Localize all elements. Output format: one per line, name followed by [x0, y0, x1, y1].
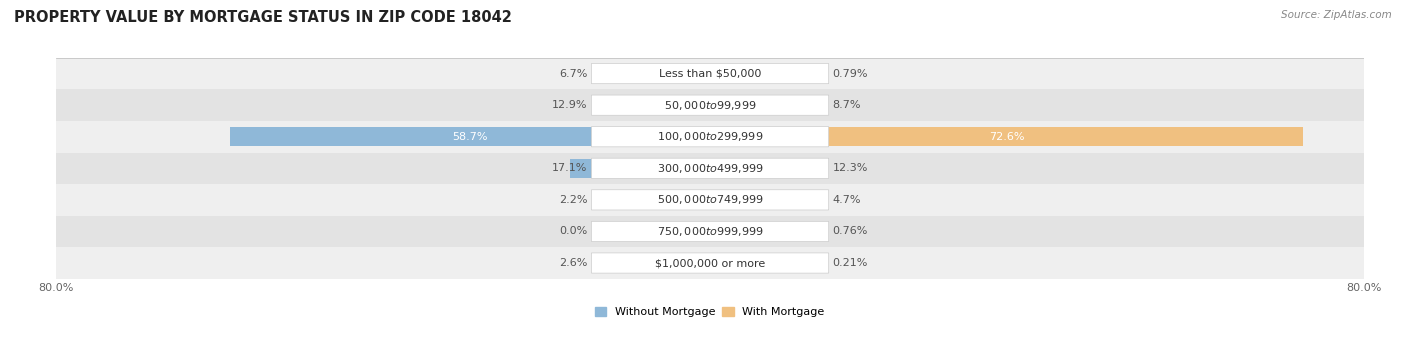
Legend: Without Mortgage, With Mortgage: Without Mortgage, With Mortgage [591, 303, 830, 322]
Text: $1,000,000 or more: $1,000,000 or more [655, 258, 765, 268]
Text: $100,000 to $299,999: $100,000 to $299,999 [657, 130, 763, 143]
Text: 2.2%: 2.2% [560, 195, 588, 205]
Text: Source: ZipAtlas.com: Source: ZipAtlas.com [1281, 10, 1392, 20]
Text: 58.7%: 58.7% [453, 132, 488, 142]
Text: 0.21%: 0.21% [832, 258, 868, 268]
Bar [56, 58, 1364, 89]
Text: 4.7%: 4.7% [832, 195, 860, 205]
Text: $300,000 to $499,999: $300,000 to $499,999 [657, 162, 763, 175]
Bar [56, 153, 1364, 184]
Bar [710, 222, 716, 241]
Text: 6.7%: 6.7% [560, 69, 588, 79]
Bar [710, 64, 717, 83]
Bar [605, 96, 710, 115]
FancyBboxPatch shape [592, 158, 828, 178]
Bar [56, 184, 1364, 216]
Bar [56, 247, 1364, 279]
Text: 12.9%: 12.9% [553, 100, 588, 110]
Text: $50,000 to $99,999: $50,000 to $99,999 [664, 99, 756, 112]
Text: Less than $50,000: Less than $50,000 [659, 69, 761, 79]
FancyBboxPatch shape [592, 253, 828, 273]
Bar [689, 254, 710, 272]
Bar [710, 159, 810, 178]
Text: 0.76%: 0.76% [832, 226, 868, 236]
Text: $750,000 to $999,999: $750,000 to $999,999 [657, 225, 763, 238]
Bar [655, 64, 710, 83]
Bar [56, 216, 1364, 247]
Bar [710, 96, 782, 115]
FancyBboxPatch shape [592, 95, 828, 115]
Text: 0.0%: 0.0% [560, 226, 588, 236]
Bar [710, 190, 748, 209]
Bar [710, 127, 1303, 146]
Bar [710, 254, 711, 272]
Text: 12.3%: 12.3% [832, 163, 868, 173]
Text: 72.6%: 72.6% [988, 132, 1025, 142]
Text: $500,000 to $749,999: $500,000 to $749,999 [657, 193, 763, 206]
FancyBboxPatch shape [592, 64, 828, 84]
FancyBboxPatch shape [592, 190, 828, 210]
Text: 17.1%: 17.1% [553, 163, 588, 173]
FancyBboxPatch shape [592, 126, 828, 147]
Bar [692, 190, 710, 209]
Text: 2.6%: 2.6% [560, 258, 588, 268]
Bar [56, 121, 1364, 153]
Bar [56, 89, 1364, 121]
FancyBboxPatch shape [592, 221, 828, 241]
Bar [231, 127, 710, 146]
Text: 0.79%: 0.79% [832, 69, 868, 79]
Bar [571, 159, 710, 178]
Text: PROPERTY VALUE BY MORTGAGE STATUS IN ZIP CODE 18042: PROPERTY VALUE BY MORTGAGE STATUS IN ZIP… [14, 10, 512, 25]
Text: 8.7%: 8.7% [832, 100, 860, 110]
